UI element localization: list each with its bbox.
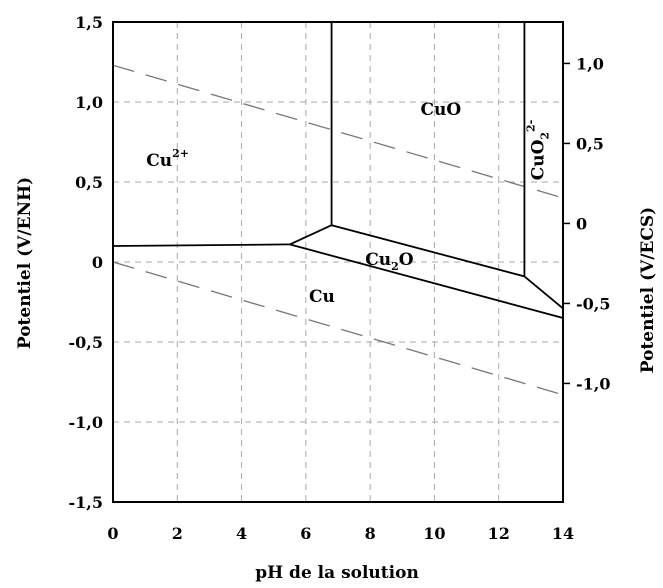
- y-tick-labels: 1,5 1,0 0,5 0 -0,5 -1,0 -1,5: [69, 13, 103, 512]
- grid: [113, 22, 563, 502]
- water-stability-lines: [112, 64, 564, 396]
- y-right-tick-label: 1,0: [576, 54, 604, 73]
- x-tick-label: 8: [365, 524, 376, 543]
- y-tick-label: 0: [92, 253, 103, 272]
- y-right-ticks: 1,51,00,50-0,5-1,0: [563, 54, 610, 393]
- y-right-tick-label: 0,5: [576, 134, 604, 153]
- y-axis-label: Potentiel (V/ENH): [15, 177, 35, 349]
- x-tick-labels: 0 2 4 6 8 10 12 14: [107, 524, 574, 543]
- y-tick-label: -0,5: [69, 333, 103, 352]
- y-tick-label: -1,0: [69, 413, 103, 432]
- y-tick-label: 0,5: [75, 173, 103, 192]
- region-label: CuO22-: [525, 120, 552, 181]
- phase-boundaries: [112, 22, 564, 319]
- x-tick-label: 2: [172, 524, 183, 543]
- boundary-line: [289, 243, 564, 319]
- y-right-tick-label: 0: [576, 214, 587, 233]
- x-tick-label: 12: [488, 524, 510, 543]
- y-right-axis-label: Potentiel (V/ECS): [638, 207, 658, 373]
- x-tick-label: 6: [300, 524, 311, 543]
- boundary-line: [523, 275, 564, 310]
- x-tick-label: 0: [107, 524, 118, 543]
- x-tick-label: 14: [552, 524, 574, 543]
- boundary-line: [331, 224, 525, 278]
- region-label: Cu2O: [365, 250, 414, 273]
- y-right-tick-label: -1,0: [576, 374, 610, 393]
- plot-frame: [112, 21, 564, 503]
- x-axis-label: pH de la solution: [255, 563, 419, 583]
- water-line: [112, 261, 564, 396]
- x-tick-label: 10: [423, 524, 445, 543]
- boundary-line: [112, 243, 290, 247]
- region-label: Cu2+: [146, 147, 189, 171]
- boundary-line: [289, 224, 332, 246]
- y-tick-label: 1,5: [75, 13, 103, 32]
- region-label: Cu: [309, 287, 335, 307]
- region-labels: Cu2+ CuO Cu2O Cu CuO22-: [146, 100, 551, 307]
- x-tick-label: 4: [236, 524, 247, 543]
- y-right-tick-label: -0,5: [576, 294, 610, 313]
- y-tick-label: 1,0: [75, 93, 103, 112]
- water-line: [112, 64, 564, 199]
- region-label: CuO: [421, 100, 462, 120]
- y-tick-label: -1,5: [69, 493, 103, 512]
